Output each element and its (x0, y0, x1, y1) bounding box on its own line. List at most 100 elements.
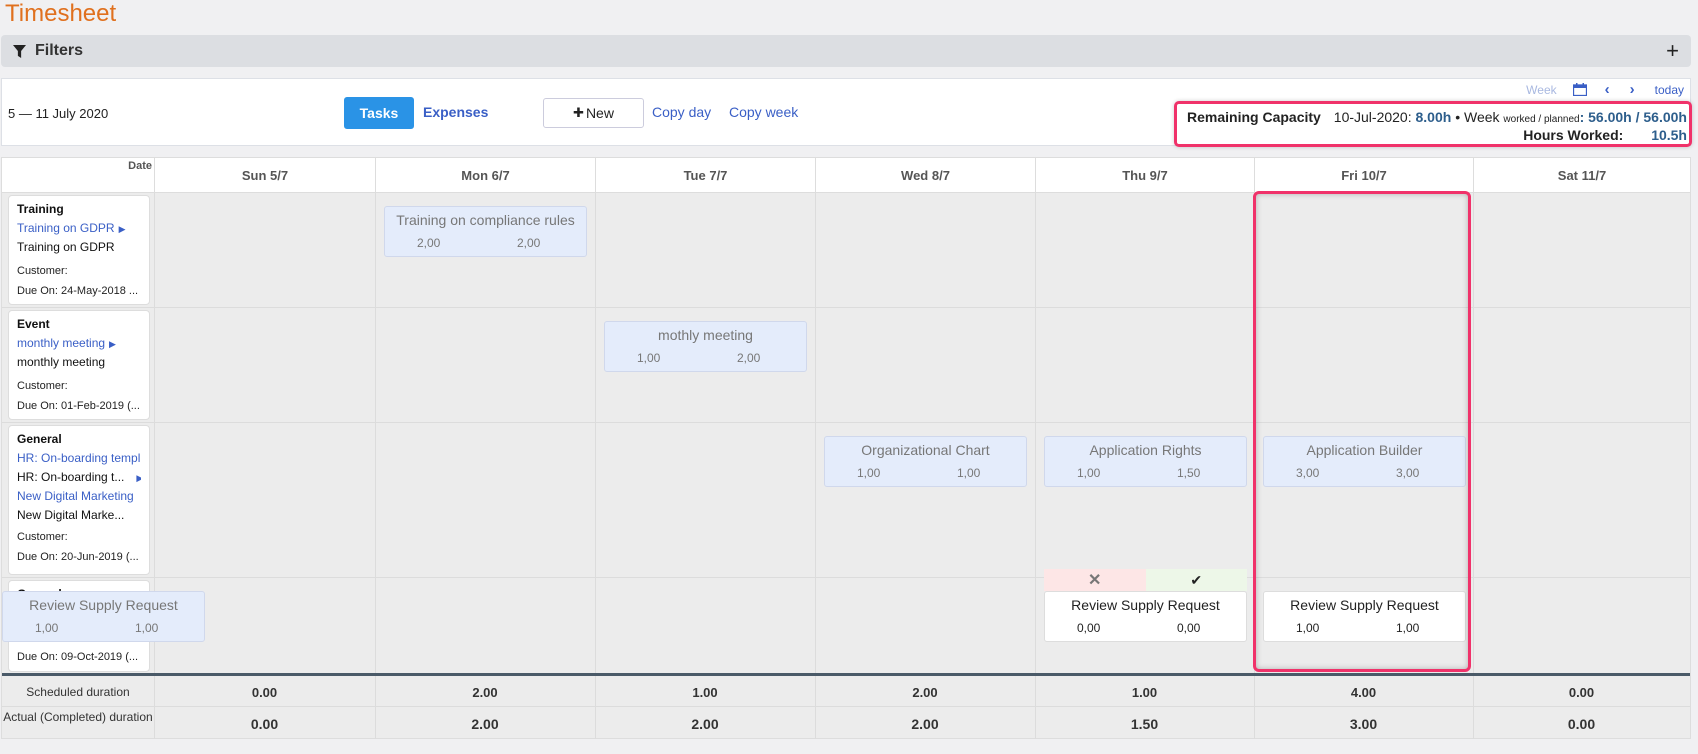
filters-bar[interactable]: Filters + (1, 35, 1691, 67)
entry-title: Application Rights (1089, 442, 1202, 458)
time-entry[interactable]: Application Rights 1,00 1,50 (1044, 436, 1247, 487)
time-entry[interactable]: Review Supply Request 0,00 0,00 (1044, 591, 1247, 642)
actual-value: 0.00 (250, 716, 279, 732)
time-entry[interactable]: Training on compliance rules 2,00 2,00 (384, 206, 587, 257)
day-header-mon[interactable]: Mon 6/7 (375, 158, 595, 193)
col-divider (815, 676, 816, 739)
day-header-fri[interactable]: Fri 10/7 (1254, 158, 1473, 193)
day-header-thu[interactable]: Thu 9/7 (1035, 158, 1254, 193)
copy-day-link[interactable]: Copy day (652, 104, 712, 120)
scheduled-value: 1.00 (1131, 685, 1158, 700)
plus-icon[interactable]: + (1666, 38, 1679, 63)
grid-header: Date Sun 5/7 Mon 6/7 Tue 7/7 Wed 8/7 Thu… (2, 158, 1690, 193)
task-link[interactable]: HR: On-boarding templ (17, 451, 141, 465)
caret-right-icon[interactable]: ▶ (118, 224, 126, 234)
col-divider (154, 676, 155, 739)
entry-scheduled: 2,00 (417, 236, 441, 250)
approve-button[interactable]: ✔ (1145, 569, 1247, 591)
task-category: General (17, 432, 62, 446)
task-card[interactable]: General HR: On-boarding templ HR: On-boa… (8, 425, 150, 575)
new-button[interactable]: ✚ New (543, 98, 644, 128)
copy-week-link[interactable]: Copy week (729, 104, 799, 120)
reject-button[interactable]: ✕ (1044, 569, 1146, 591)
next-week-button[interactable]: › (1629, 81, 1635, 98)
entry-actual: 2,00 (737, 351, 761, 365)
time-entry[interactable]: Organizational Chart 1,00 1,00 (824, 436, 1027, 487)
caret-right-icon[interactable]: ▶ (109, 339, 116, 349)
col-divider (1035, 193, 1036, 709)
filters-label: Filters (35, 42, 84, 59)
scheduled-value: 2.00 (912, 685, 938, 700)
entry-scheduled: 3,00 (1296, 466, 1320, 480)
hours-worked: Hours Worked: 10.5h (1523, 127, 1687, 143)
actual-value: 3.00 (1349, 716, 1378, 732)
task-link[interactable]: Training on GDPR ▶ (17, 221, 126, 235)
task-name: HR: On-boarding t... ▶ (17, 470, 141, 484)
task-due-date: Due On: 09-Oct-2019 (... (17, 651, 139, 663)
actual-duration-row: Actual (Completed) duration 0.00 2.00 2.… (2, 708, 1690, 739)
hours-worked-label: Hours Worked: (1523, 127, 1624, 143)
approval-bar: ✕ ✔ (1044, 569, 1247, 591)
col-divider (375, 676, 376, 739)
time-entry[interactable]: Review Supply Request 1,00 1,00 (1263, 591, 1466, 642)
entry-actual: 2,00 (517, 236, 541, 250)
day-header-tue[interactable]: Tue 7/7 (595, 158, 815, 193)
remaining-capacity-label: Remaining Capacity (1187, 109, 1321, 125)
task-card[interactable]: Training Training on GDPR ▶ Training on G… (8, 195, 150, 305)
entry-title: Organizational Chart (861, 442, 990, 458)
actual-duration-label: Actual (Completed) duration (3, 710, 153, 724)
tasks-tab-button[interactable]: Tasks (344, 97, 414, 129)
entry-scheduled: 1,00 (1296, 621, 1320, 635)
scheduled-duration-row: Scheduled duration 0.00 2.00 1.00 2.00 1… (2, 676, 1690, 707)
caret-right-icon[interactable]: ▶ (136, 473, 141, 483)
col-divider (595, 193, 596, 709)
timesheet-grid: Date Sun 5/7 Mon 6/7 Tue 7/7 Wed 8/7 Thu… (1, 157, 1691, 739)
actual-value: 2.00 (471, 716, 499, 732)
date-header: Date (128, 160, 152, 172)
entry-actual: 1,00 (957, 466, 981, 480)
col-divider (1035, 676, 1036, 739)
check-icon: ✔ (1190, 571, 1203, 588)
task-category: Event (17, 317, 50, 331)
expenses-tab-link[interactable]: Expenses (423, 104, 489, 120)
actual-value: 0.00 (1567, 716, 1596, 732)
day-header-sun[interactable]: Sun 5/7 (154, 158, 375, 193)
actual-value: 2.00 (691, 716, 719, 732)
scheduled-duration-label: Scheduled duration (26, 685, 130, 699)
time-entry[interactable]: Application Builder 3,00 3,00 (1263, 436, 1466, 487)
time-entry[interactable]: mothly meeting 1,00 2,00 (604, 321, 807, 372)
task-due-date: Due On: 20-Jun-2019 (... (17, 551, 139, 563)
task-name: monthly meeting (17, 355, 106, 369)
prev-week-button[interactable]: ‹ (1604, 81, 1610, 98)
col-divider (1473, 676, 1474, 739)
time-entry[interactable]: Review Supply Request 1,00 1,00 (2, 591, 205, 642)
calendar-nav: Week ‹ › today (1526, 81, 1684, 98)
entry-actual: 3,00 (1396, 466, 1420, 480)
remaining-capacity-panel: Remaining Capacity 10-Jul-2020: 8.00h • … (1174, 101, 1692, 147)
entry-title: Review Supply Request (29, 597, 178, 613)
day-header-sat[interactable]: Sat 11/7 (1473, 158, 1690, 193)
row-divider (2, 577, 1690, 578)
today-link[interactable]: today (1654, 82, 1684, 97)
hours-worked-value: 10.5h (1651, 127, 1687, 143)
col-divider (154, 193, 155, 709)
col-divider (815, 193, 816, 709)
task-card[interactable]: Event monthly meeting ▶ monthly meeting C… (8, 310, 150, 420)
week-view-link[interactable]: Week (1526, 82, 1557, 97)
task-due-date: Due On: 01-Feb-2019 (... (17, 400, 140, 412)
close-icon: ✕ (1088, 572, 1102, 589)
capacity-date: 10-Jul-2020: (1333, 109, 1412, 125)
task-customer: Customer: (17, 265, 68, 277)
task-customer: Customer: (17, 531, 68, 543)
entry-actual: 1,00 (135, 621, 159, 635)
task-link[interactable]: monthly meeting ▶ (17, 336, 116, 350)
col-divider (1254, 193, 1255, 709)
filter-icon (13, 44, 26, 58)
day-header-wed[interactable]: Wed 8/7 (815, 158, 1035, 193)
calendar-icon[interactable] (1572, 83, 1587, 96)
task-link-secondary[interactable]: New Digital Marketing (17, 489, 134, 503)
week-sub-label: worked / planned (1503, 114, 1580, 125)
entry-scheduled: 1,00 (1077, 466, 1101, 480)
task-customer: Customer: (17, 380, 68, 392)
entry-title: Training on compliance rules (396, 212, 575, 228)
